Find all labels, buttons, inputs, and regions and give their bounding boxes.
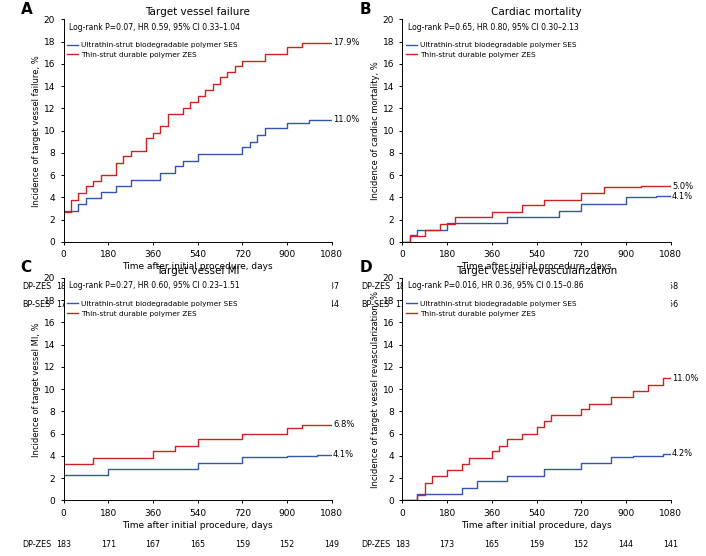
Text: 152: 152 xyxy=(280,540,294,549)
Text: DP-ZES: DP-ZES xyxy=(361,282,390,291)
Text: 141: 141 xyxy=(663,540,678,549)
Text: 167: 167 xyxy=(145,300,160,309)
Text: DP-ZES: DP-ZES xyxy=(22,282,52,291)
Text: 173: 173 xyxy=(484,282,499,291)
Text: 183: 183 xyxy=(56,282,71,291)
Text: 161: 161 xyxy=(145,282,160,291)
Text: Log-rank P=0.65, HR 0.80, 95% CI 0.30–2.13: Log-rank P=0.65, HR 0.80, 95% CI 0.30–2.… xyxy=(408,23,578,32)
Text: 11.0%: 11.0% xyxy=(672,374,698,383)
Text: 6.8%: 6.8% xyxy=(333,420,354,429)
Text: Log-rank P=0.27, HR 0.60, 95% CI 0.23–1.51: Log-rank P=0.27, HR 0.60, 95% CI 0.23–1.… xyxy=(69,281,239,290)
Text: 156: 156 xyxy=(663,300,678,309)
Text: DP-ZES: DP-ZES xyxy=(361,540,390,549)
Legend: Ultrathin-strut biodegradable polymer SES, Thin-strut durable polymer ZES: Ultrathin-strut biodegradable polymer SE… xyxy=(67,42,238,58)
Text: 177: 177 xyxy=(395,300,410,309)
Text: 171: 171 xyxy=(101,540,116,549)
Text: 4.1%: 4.1% xyxy=(333,450,354,459)
Text: 158: 158 xyxy=(190,300,205,309)
Text: 155: 155 xyxy=(190,282,205,291)
Text: 159: 159 xyxy=(235,540,250,549)
X-axis label: Time after initial procedure, days: Time after initial procedure, days xyxy=(461,520,612,529)
Text: 11.0%: 11.0% xyxy=(333,115,359,124)
Text: Log-rank P=0.07, HR 0.59, 95% CI 0.33–1.04: Log-rank P=0.07, HR 0.59, 95% CI 0.33–1.… xyxy=(69,23,240,32)
Text: 4.2%: 4.2% xyxy=(672,449,693,458)
Title: Cardiac mortality: Cardiac mortality xyxy=(491,7,582,17)
Text: 141: 141 xyxy=(280,282,294,291)
Text: 149: 149 xyxy=(324,540,340,549)
X-axis label: Time after initial procedure, days: Time after initial procedure, days xyxy=(122,262,273,271)
Y-axis label: Incidence of target vessel MI, %: Incidence of target vessel MI, % xyxy=(32,322,41,456)
Text: 17.9%: 17.9% xyxy=(333,38,359,47)
Text: 159: 159 xyxy=(529,540,544,549)
Text: 169: 169 xyxy=(101,282,116,291)
Text: 158: 158 xyxy=(663,282,678,291)
Text: 150: 150 xyxy=(235,300,250,309)
Title: Target vessel failure: Target vessel failure xyxy=(145,7,250,17)
Text: D: D xyxy=(359,260,372,275)
Text: 5.0%: 5.0% xyxy=(672,182,693,191)
Text: BP-SES: BP-SES xyxy=(22,300,50,309)
Legend: Ultrathin-strut biodegradable polymer SES, Thin-strut durable polymer ZES: Ultrathin-strut biodegradable polymer SE… xyxy=(406,42,577,58)
X-axis label: Time after initial procedure, days: Time after initial procedure, days xyxy=(461,262,612,271)
Text: A: A xyxy=(20,2,32,17)
Title: Target vessel MI: Target vessel MI xyxy=(156,266,239,276)
Text: 165: 165 xyxy=(484,540,499,549)
Text: 165: 165 xyxy=(190,540,205,549)
Legend: Ultrathin-strut biodegradable polymer SES, Thin-strut durable polymer ZES: Ultrathin-strut biodegradable polymer SE… xyxy=(406,301,577,316)
Text: 169: 169 xyxy=(574,282,589,291)
Text: 144: 144 xyxy=(324,300,340,309)
Text: Log-rank P=0.016, HR 0.36, 95% CI 0.15–0.86: Log-rank P=0.016, HR 0.36, 95% CI 0.15–0… xyxy=(408,281,583,290)
Text: BP-SES: BP-SES xyxy=(361,300,389,309)
Text: B: B xyxy=(359,2,371,17)
Text: 148: 148 xyxy=(235,282,250,291)
Text: 173: 173 xyxy=(484,300,499,309)
Text: C: C xyxy=(20,260,32,275)
Text: 168: 168 xyxy=(529,300,544,309)
Text: 171: 171 xyxy=(529,282,544,291)
Text: 183: 183 xyxy=(395,540,410,549)
Text: 168: 168 xyxy=(101,300,116,309)
Text: 144: 144 xyxy=(618,540,633,549)
Y-axis label: Incidence of target vessel failure, %: Incidence of target vessel failure, % xyxy=(32,55,41,206)
Y-axis label: Incidence of target vessel revascularization, %: Incidence of target vessel revasculariza… xyxy=(371,291,380,488)
Text: 174: 174 xyxy=(440,300,455,309)
Text: 152: 152 xyxy=(574,540,589,549)
Y-axis label: Incidence of cardiac mortality, %: Incidence of cardiac mortality, % xyxy=(371,61,380,200)
Text: 173: 173 xyxy=(440,540,455,549)
Text: DP-ZES: DP-ZES xyxy=(22,540,52,549)
Text: 177: 177 xyxy=(440,282,455,291)
Title: Target vessel revascularization: Target vessel revascularization xyxy=(456,266,617,276)
Text: 161: 161 xyxy=(574,300,589,309)
Legend: Ultrathin-strut biodegradable polymer SES, Thin-strut durable polymer ZES: Ultrathin-strut biodegradable polymer SE… xyxy=(67,301,238,316)
Text: 158: 158 xyxy=(618,300,633,309)
Text: 160: 160 xyxy=(618,282,633,291)
Text: 146: 146 xyxy=(280,300,294,309)
Text: 183: 183 xyxy=(395,282,410,291)
Text: 4.1%: 4.1% xyxy=(672,192,693,201)
Text: 167: 167 xyxy=(145,540,160,549)
X-axis label: Time after initial procedure, days: Time after initial procedure, days xyxy=(122,520,273,529)
Text: 177: 177 xyxy=(56,300,71,309)
Text: 137: 137 xyxy=(324,282,340,291)
Text: 183: 183 xyxy=(56,540,71,549)
